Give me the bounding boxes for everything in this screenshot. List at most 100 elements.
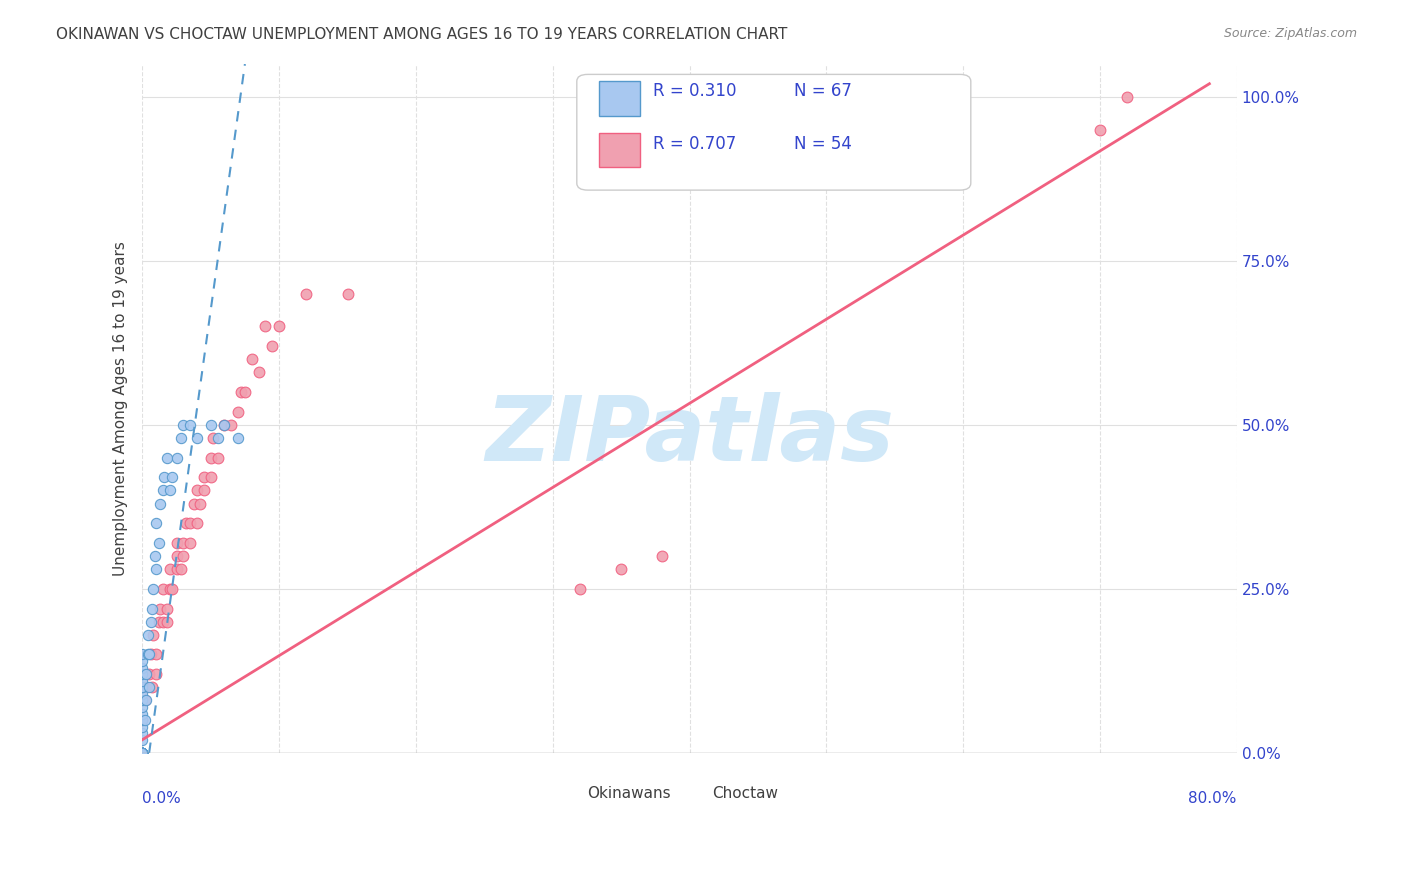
Point: [131, 746, 153, 760]
Point: [200, 417, 222, 432]
Point: [143, 549, 166, 563]
Point: [142, 582, 165, 596]
Point: [131, 746, 153, 760]
Point: [131, 700, 153, 714]
Text: ZIPatlas: ZIPatlas: [485, 392, 894, 480]
Point: [214, 417, 236, 432]
Point: [186, 483, 208, 498]
Point: [610, 562, 633, 576]
Point: [131, 746, 153, 760]
Point: [131, 693, 153, 707]
Point: [139, 615, 162, 629]
Point: [145, 648, 167, 662]
Point: [131, 726, 153, 740]
Point: [152, 582, 174, 596]
Point: [169, 431, 191, 445]
Point: [247, 365, 270, 379]
Point: [136, 628, 159, 642]
Point: [214, 417, 236, 432]
Point: [142, 628, 165, 642]
Point: [153, 470, 176, 484]
Point: [152, 615, 174, 629]
Point: [131, 746, 153, 760]
Point: [159, 483, 181, 498]
Text: OKINAWAN VS CHOCTAW UNEMPLOYMENT AMONG AGES 16 TO 19 YEARS CORRELATION CHART: OKINAWAN VS CHOCTAW UNEMPLOYMENT AMONG A…: [56, 27, 787, 42]
Point: [131, 746, 153, 760]
Point: [131, 746, 153, 760]
Point: [148, 615, 170, 629]
Point: [138, 648, 160, 662]
Point: [207, 431, 229, 445]
Point: [226, 431, 249, 445]
Point: [145, 516, 167, 531]
Point: [193, 470, 215, 484]
Point: [141, 601, 163, 615]
Point: [131, 687, 153, 701]
Text: Choctaw: Choctaw: [713, 786, 779, 801]
Text: R = 0.310: R = 0.310: [654, 82, 737, 101]
Point: [295, 286, 318, 301]
Point: [166, 562, 188, 576]
Point: [131, 713, 153, 727]
Text: Okinawans: Okinawans: [586, 786, 671, 801]
Point: [131, 746, 153, 760]
Point: [162, 470, 184, 484]
Point: [136, 648, 159, 662]
Point: [159, 562, 181, 576]
Point: [254, 319, 277, 334]
Point: [131, 732, 153, 747]
Point: [174, 516, 197, 531]
Point: [186, 516, 208, 531]
Point: [135, 667, 157, 681]
Point: [156, 615, 179, 629]
Point: [131, 713, 153, 727]
Point: [131, 746, 153, 760]
Point: [166, 450, 188, 465]
Point: [131, 746, 153, 760]
Point: [219, 417, 242, 432]
Point: [159, 582, 181, 596]
Text: N = 67: N = 67: [793, 82, 852, 101]
Point: [172, 417, 194, 432]
Point: [172, 549, 194, 563]
Point: [233, 385, 256, 400]
Point: [145, 562, 167, 576]
Point: [336, 286, 359, 301]
Point: [139, 648, 162, 662]
Point: [131, 746, 153, 760]
Point: [179, 516, 201, 531]
Point: [1088, 122, 1111, 136]
Point: [166, 549, 188, 563]
Point: [131, 680, 153, 694]
Point: [193, 483, 215, 498]
Point: [131, 746, 153, 760]
Point: [156, 450, 179, 465]
Point: [131, 654, 153, 668]
Point: [148, 536, 170, 550]
Point: [183, 497, 205, 511]
Point: [131, 667, 153, 681]
Point: [131, 648, 153, 662]
Bar: [599, 81, 640, 116]
Bar: [679, 785, 704, 806]
Text: 0.0%: 0.0%: [142, 790, 181, 805]
Point: [179, 536, 201, 550]
Point: [141, 680, 163, 694]
Point: [186, 431, 208, 445]
Point: [188, 497, 211, 511]
Point: [269, 319, 291, 334]
Point: [131, 746, 153, 760]
Point: [226, 405, 249, 419]
Point: [131, 746, 153, 760]
Point: [135, 680, 157, 694]
Point: [200, 450, 222, 465]
Point: [131, 720, 153, 734]
Point: [138, 680, 160, 694]
Point: [179, 417, 201, 432]
Point: [131, 746, 153, 760]
Point: [138, 667, 160, 681]
Point: [262, 339, 284, 353]
Point: [131, 673, 153, 688]
Text: N = 54: N = 54: [793, 135, 852, 153]
Point: [145, 667, 167, 681]
